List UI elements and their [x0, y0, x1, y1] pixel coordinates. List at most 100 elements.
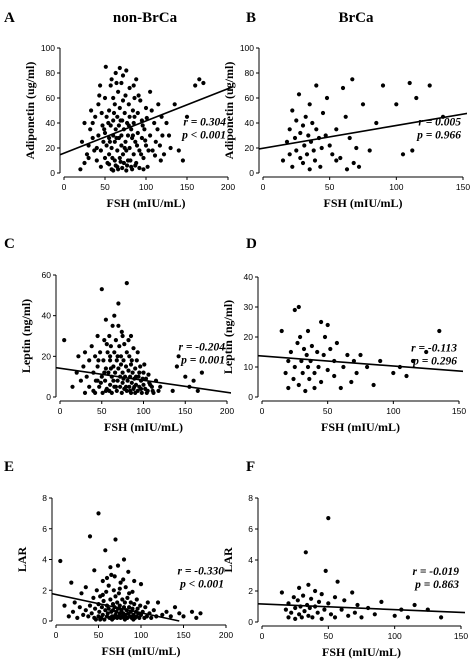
- data-point: [143, 143, 149, 148]
- data-point: [310, 615, 315, 620]
- data-point: [89, 344, 94, 349]
- data-point: [293, 605, 298, 611]
- data-point: [87, 603, 93, 608]
- y-tick-label: 20: [244, 332, 254, 342]
- y-tick-label: 8: [42, 493, 47, 503]
- data-point: [351, 358, 356, 364]
- data-point: [79, 139, 85, 144]
- data-point: [96, 102, 101, 107]
- data-point: [126, 338, 131, 343]
- data-point: [101, 358, 106, 363]
- x-tick-label: 100: [136, 406, 150, 416]
- data-point: [135, 606, 140, 611]
- data-point: [117, 611, 122, 616]
- data-point: [135, 350, 140, 355]
- data-point: [358, 352, 363, 358]
- data-point: [287, 127, 292, 132]
- data-point: [94, 588, 99, 593]
- data-point: [111, 110, 117, 116]
- data-point: [113, 338, 118, 343]
- data-point: [62, 338, 67, 343]
- data-point: [114, 388, 119, 393]
- data-point: [289, 610, 294, 615]
- data-point: [122, 145, 127, 151]
- data-point: [349, 379, 354, 385]
- y-tick-label: 40: [245, 118, 255, 128]
- data-point: [283, 370, 288, 376]
- data-point: [124, 350, 129, 355]
- data-point: [155, 127, 160, 132]
- data-point: [117, 105, 122, 111]
- data-point: [78, 378, 83, 383]
- x-tick-label: 0: [54, 630, 59, 640]
- x-tick-label: 150: [180, 182, 194, 192]
- data-point: [62, 603, 67, 608]
- data-point: [116, 167, 121, 172]
- p-value: p < 0.001: [179, 578, 224, 590]
- data-point: [124, 388, 129, 393]
- data-point: [168, 614, 173, 619]
- data-point: [374, 120, 379, 126]
- panel-letter-a: A: [4, 10, 15, 26]
- data-point: [108, 382, 113, 387]
- regression-line: [258, 354, 463, 373]
- data-point: [128, 600, 133, 605]
- data-point: [314, 83, 319, 88]
- data-point: [298, 334, 303, 340]
- data-point: [291, 376, 296, 382]
- data-point: [133, 366, 138, 371]
- data-point: [132, 114, 137, 119]
- x-axis-title: FSH (mIU/mL): [107, 196, 186, 210]
- data-point: [93, 114, 98, 119]
- data-point: [100, 578, 105, 584]
- data-point: [138, 98, 143, 103]
- data-point: [198, 611, 203, 616]
- data-point: [102, 130, 108, 136]
- data-point: [84, 374, 89, 379]
- data-point: [103, 64, 108, 69]
- data-point: [141, 382, 146, 387]
- data-point: [99, 110, 104, 116]
- r-value: r = -0.019: [413, 566, 460, 578]
- data-point: [292, 307, 297, 313]
- data-point: [347, 135, 352, 141]
- data-point: [113, 127, 118, 132]
- data-point: [350, 77, 355, 82]
- data-point: [93, 606, 98, 611]
- data-point: [294, 148, 299, 153]
- data-point: [70, 609, 76, 614]
- r-value: r = -0.330: [178, 565, 225, 577]
- data-point: [319, 616, 324, 622]
- y-tick-label: 100: [41, 43, 55, 53]
- data-point: [407, 80, 412, 86]
- data-point: [113, 70, 118, 76]
- data-point: [137, 370, 142, 375]
- y-tick-label: 4: [42, 555, 47, 565]
- data-point: [371, 382, 376, 388]
- data-point: [93, 354, 98, 359]
- data-point: [124, 281, 129, 286]
- data-point: [378, 358, 383, 364]
- data-point: [118, 580, 123, 585]
- data-point: [115, 354, 120, 359]
- data-point: [142, 127, 147, 132]
- data-point: [345, 352, 350, 358]
- p-value: p = 0.966: [416, 130, 461, 142]
- data-point: [120, 597, 125, 602]
- data-point: [76, 354, 81, 359]
- data-point: [126, 102, 131, 107]
- y-tick-label: 0: [249, 168, 254, 178]
- data-point: [77, 605, 82, 610]
- data-point: [405, 615, 410, 620]
- data-point: [372, 612, 377, 617]
- y-tick-label: 0: [50, 168, 55, 178]
- data-point: [101, 139, 106, 144]
- data-point: [104, 575, 110, 581]
- data-point: [410, 148, 415, 153]
- data-point: [124, 68, 129, 73]
- data-point: [108, 366, 113, 371]
- data-point: [298, 130, 303, 136]
- data-point: [184, 114, 190, 119]
- data-point: [120, 165, 125, 171]
- data-point: [86, 614, 91, 619]
